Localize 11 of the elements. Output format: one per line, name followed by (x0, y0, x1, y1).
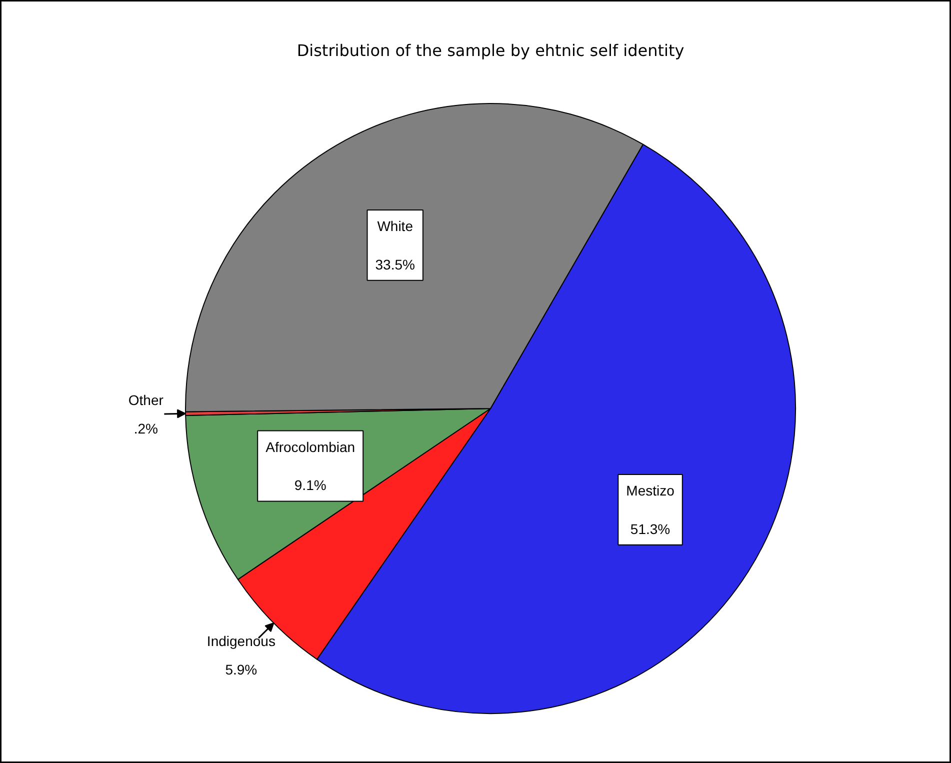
data-label: .2% (134, 420, 158, 437)
data-label: 33.5% (375, 256, 415, 272)
slice-label: Afrocolombian (266, 438, 356, 455)
chart-title: Distribution of the sample by ehtnic self identity (296, 41, 684, 60)
slice-label: Other (128, 392, 164, 408)
data-label: 9.1% (294, 477, 326, 494)
data-label: 51.3% (630, 520, 670, 537)
slice-label: Indigenous (206, 632, 276, 649)
data-label: 5.9% (225, 662, 258, 678)
slice-label: White (377, 218, 414, 234)
slice-label: Mestizo (626, 482, 675, 498)
